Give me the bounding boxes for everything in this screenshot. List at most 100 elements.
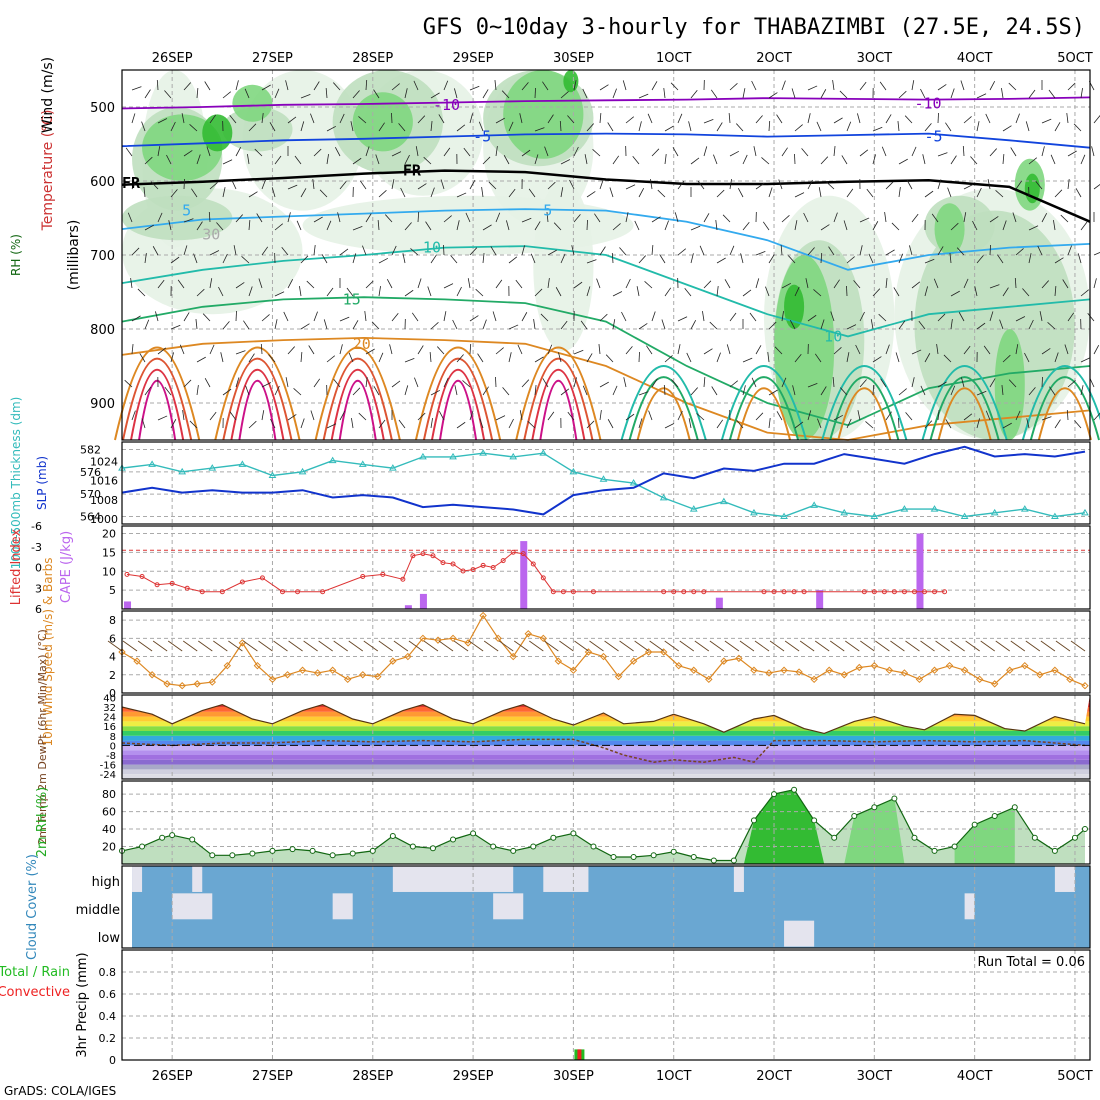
wind-barb-1-5 [144,253,147,264]
wind-barb-23-6 [427,286,432,297]
wind-barb-60-6 [911,281,921,289]
wind-barb-30-10 [519,410,523,421]
wind-barb-51-7 [789,319,796,330]
wind10-barb-51 [875,640,890,652]
wind-barb-40-7 [651,311,656,322]
thickness-marker-20 [719,497,728,505]
wind-point-36 [659,648,668,656]
wind-barb-36-3 [599,179,604,190]
wind-point-1 [133,657,141,665]
wind-barb-19-1 [378,122,385,132]
wind-barb-25-1 [456,124,466,132]
wind-barb-74-5 [1093,252,1100,256]
wind-barb-23-4 [425,221,432,231]
wind10-barb-53 [905,640,920,652]
wind-barb-61-6 [924,286,928,297]
wind-barb-7-3 [222,187,226,198]
temp-dome-4-0 [515,346,602,441]
temp-dome-3-0 [414,346,502,441]
wind-barb-25-0 [454,88,458,99]
wind10-barb-23 [453,640,469,652]
temp-tick-0: -24 [100,770,116,781]
wind-point-45 [795,668,803,676]
wind-barb-65-6 [974,286,978,297]
thickness-marker-14 [539,449,548,456]
wind-barb-49-6 [765,286,770,297]
wind-barb-5-6 [196,288,205,297]
wind-barb-40-5 [651,245,654,256]
thickness-marker-4 [238,460,247,467]
wind-barb-7-9 [222,388,232,396]
rh2m-point-40 [911,834,918,841]
wind-barb-32-9 [542,378,549,388]
temp-dome-3-2 [430,369,486,441]
wind-barb-4-2 [183,150,193,157]
wind-barb-59-4 [891,222,900,231]
wind10-barb-14 [318,640,333,652]
wind-barb-13-9 [293,388,302,396]
wind-barb-22-0 [413,80,419,91]
wind10-barb-47 [814,640,830,652]
wind-barb-29-8 [508,352,512,363]
wind10-barb-41 [724,640,740,652]
wind-point-14 [328,666,337,674]
wind-barb-5-2 [196,154,201,165]
wind-barb-3-8 [170,352,174,363]
wind-barb-74-3 [1093,183,1100,190]
wind-barb-52-7 [807,314,817,322]
wind10-barb-34 [619,640,634,652]
lifted-point-39 [771,589,777,595]
temp-dome-6-2 [736,387,792,441]
precip-tick-2: 0.4 [99,1010,117,1023]
cloud-gap-8 [784,920,815,947]
wind-barb-16-0 [333,82,341,91]
wind-point-2 [148,671,156,679]
wind-barb-6-0 [204,81,211,91]
wind-barb-59-1 [897,121,900,132]
wind-barb-68-6 [1014,277,1017,289]
wind-barb-67-9 [1001,385,1004,396]
lifted-point-44 [871,589,877,595]
wind-barb-22-5 [410,248,419,256]
wind-barb-4-9 [183,379,192,388]
wind-barb-49-4 [762,221,770,231]
wind-barb-48-3 [755,182,765,190]
wind-barb-21-5 [402,253,406,264]
wind-barb-27-5 [482,253,485,264]
wind-barb-0-4 [127,212,133,223]
wind-barb-30-1 [519,113,523,124]
thickness-marker-15 [569,467,578,475]
wind-barb-22-8 [417,345,424,355]
lifted-point-37 [701,589,707,595]
wind-barb-9-0 [244,88,250,99]
wind-point-31 [584,648,593,656]
temp-dome-8-0 [921,365,1008,441]
wind-barb-15-0 [325,88,328,99]
wind-point-35 [644,648,653,656]
wind-barb-61-1 [924,123,932,132]
wind-barb-33-4 [553,222,562,231]
wind-barb-23-5 [430,254,437,264]
frame-rh [121,780,1091,865]
wind-barb-46-6 [724,279,731,289]
cape-tick-3: 20 [102,528,116,541]
wind-barb-21-8 [404,358,415,363]
wind-barb-24-10 [438,410,445,421]
wind-barb-3-2 [166,154,172,165]
wind-barb-11-3 [271,187,276,198]
wind-barb-41-8 [664,355,673,363]
wind-barb-35-5 [586,259,597,264]
wind-barb-47-6 [742,289,752,297]
wind-barb-22-9 [414,377,419,388]
wind-barb-1-9 [144,386,152,396]
wind-barb-19-6 [378,286,381,297]
wind-barb-72-9 [1067,380,1076,388]
wind-barb-17-1 [350,121,354,132]
wind-barb-37-10 [607,419,614,429]
temp-band-8 [122,731,1090,736]
wind-point-64 [1081,682,1089,690]
temp-label-8: -10 [914,94,941,112]
slp-tick-3: 1024 [90,455,118,468]
wind-barb-15-10 [326,423,337,429]
rh-shade-24 [994,329,1025,440]
